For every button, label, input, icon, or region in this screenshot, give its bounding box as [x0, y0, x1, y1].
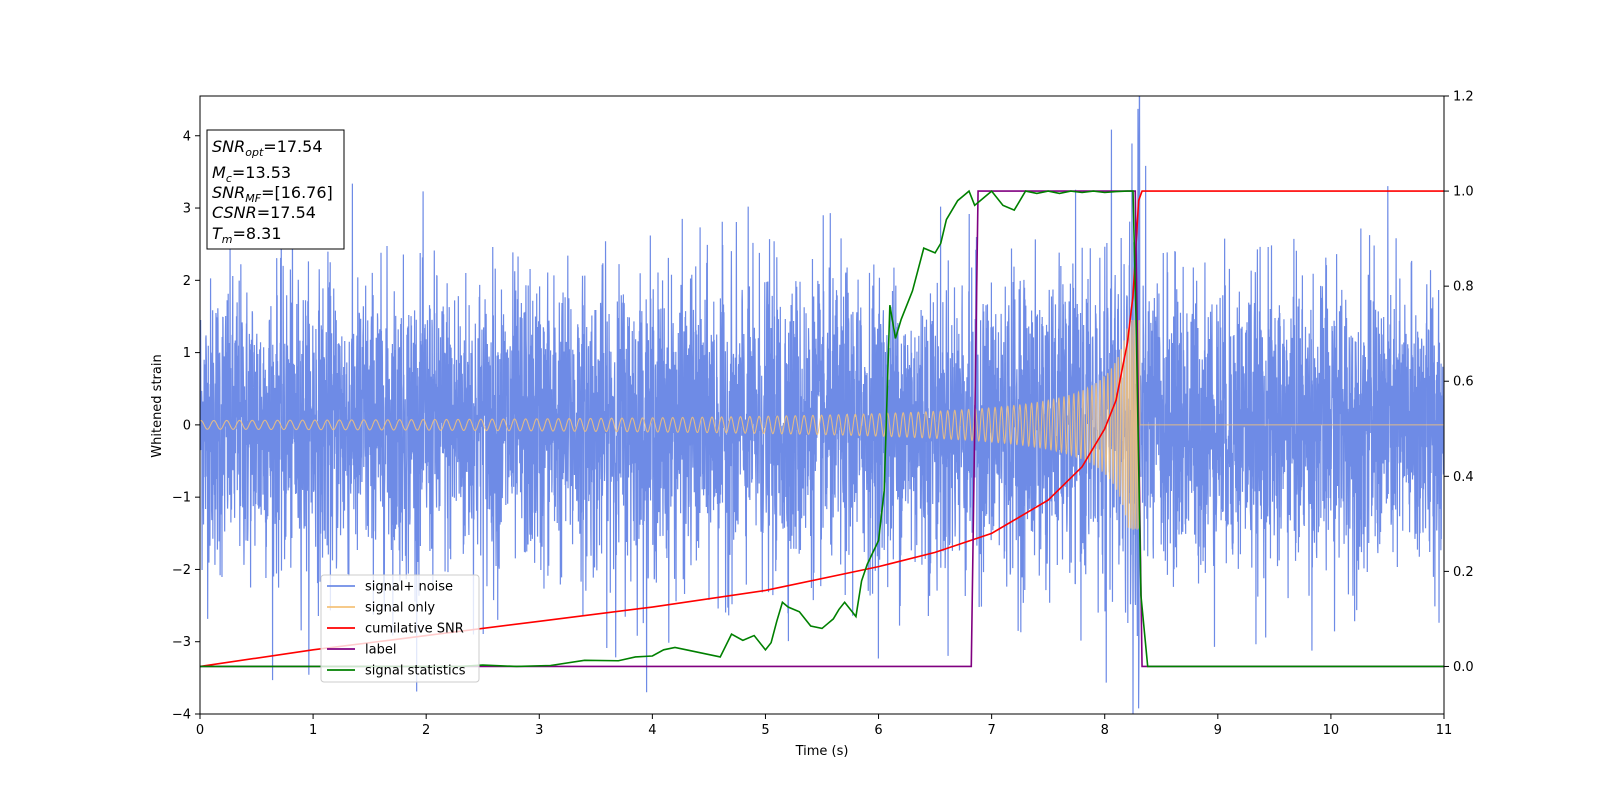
legend: signal+ noise signal only cumilative SNR la…	[320, 574, 480, 683]
y2-tick-label: 0.4	[1453, 470, 1474, 485]
series-signal-only-line	[200, 320, 1444, 530]
info-line: Tm=8.31	[212, 224, 282, 246]
y2-tick-label: 1.0	[1453, 185, 1474, 200]
y-tick-label: −4	[172, 708, 191, 723]
x-tick-label: 9	[1214, 723, 1222, 738]
x-tick-label: 10	[1323, 723, 1340, 738]
x-tick-label: 7	[987, 723, 995, 738]
y2-tick-label: 0.6	[1453, 375, 1474, 390]
info-line: Mc=13.53	[212, 163, 291, 185]
x-tick-label: 6	[874, 723, 882, 738]
x-tick-label: 11	[1436, 723, 1453, 738]
x-tick-label: 5	[761, 723, 769, 738]
y-axis-left: −4 −3 −2 −1 0 1 2 3 4	[172, 129, 200, 723]
info-box: SNRopt=17.54 Mc=13.53SNRMF=[16.76]CSNR=17…	[206, 129, 345, 250]
info-line: SNRopt=17.54	[212, 137, 323, 159]
y-tick-label: −2	[172, 563, 191, 578]
series-cumulative-snr-line	[200, 190, 1444, 668]
x-tick-label: 1	[309, 723, 317, 738]
legend-label: label	[365, 643, 396, 658]
legend-frame	[320, 574, 480, 683]
x-axis: 0 1 2 3 4 5 6 7 8 9 10 11	[196, 714, 1452, 738]
x-tick-label: 3	[535, 723, 543, 738]
info-box-frame	[206, 129, 345, 250]
series-signal-statistics-line	[200, 189, 1444, 668]
y-tick-label: 2	[183, 274, 191, 289]
axes-frame	[199, 95, 1445, 715]
x-tick-label: 8	[1101, 723, 1109, 738]
series-signal-noise-line	[200, 96, 1444, 714]
x-tick-label: 2	[422, 723, 430, 738]
y2-tick-label: 0.2	[1453, 565, 1474, 580]
y-tick-label: 3	[183, 202, 191, 217]
y-tick-label: 0	[183, 418, 191, 433]
y-axis-right: 0.0 0.2 0.4 0.6 0.8 1.0 1.2	[1444, 90, 1474, 675]
y2-tick-label: 0.8	[1453, 280, 1474, 295]
x-tick-label: 4	[648, 723, 656, 738]
y-axis-label: Whitened strain	[150, 354, 165, 457]
x-axis-label: Time (s)	[795, 744, 849, 759]
y-tick-label: −3	[172, 635, 191, 650]
info-line: CSNR=17.54	[212, 203, 316, 222]
legend-label: cumilative SNR	[365, 622, 464, 637]
legend-label: signal+ noise	[365, 580, 453, 595]
info-line: SNRMF=[16.76]	[212, 183, 333, 205]
x-tick-label: 0	[196, 723, 204, 738]
legend-label: signal only	[365, 601, 435, 616]
legend-label: signal statistics	[365, 664, 466, 679]
y2-tick-label: 0.0	[1453, 660, 1474, 675]
plot-area	[200, 96, 1444, 714]
y-tick-label: −1	[172, 491, 191, 506]
y-tick-label: 1	[183, 346, 191, 361]
y2-tick-label: 1.2	[1453, 90, 1474, 105]
y-tick-label: 4	[183, 129, 191, 144]
